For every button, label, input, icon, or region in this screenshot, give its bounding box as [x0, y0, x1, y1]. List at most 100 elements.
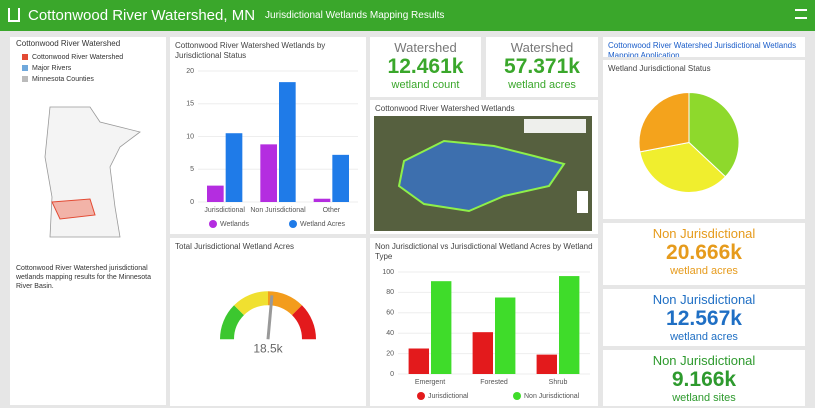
chart-panel: Total Jurisdictional Wetland Acres 18.5k	[170, 238, 366, 406]
indicator-value: 57.371k	[486, 55, 598, 79]
logo	[8, 8, 20, 22]
bar	[473, 332, 493, 374]
y-tick-label: 0	[190, 199, 194, 206]
chart	[603, 76, 805, 209]
legend-item: Cottonwood River Watershed	[16, 52, 160, 63]
legend: Cottonwood River Watershed Major Rivers Mi…	[10, 50, 166, 87]
legend-swatch	[22, 65, 28, 71]
chart-panel: Non Jurisdictional vs Jurisdictional Wet…	[370, 238, 598, 406]
app-link[interactable]: Cottonwood River Watershed Jurisdictiona…	[608, 41, 796, 57]
indicator-value: 20.666k	[603, 241, 805, 265]
watershed-outline	[52, 199, 95, 219]
y-tick-label: 5	[190, 166, 194, 173]
x-tick-label: Shrub	[549, 379, 568, 386]
menu-button[interactable]	[795, 9, 807, 19]
map-toolbar[interactable]	[524, 119, 586, 133]
indicator-value: 12.461k	[370, 55, 481, 79]
indicator-caption: wetland acres	[603, 331, 805, 343]
y-tick-label: 15	[186, 101, 194, 108]
legend-marker	[289, 220, 297, 228]
legend-marker	[417, 392, 425, 400]
chart-title: Total Jurisdictional Wetland Acres	[170, 238, 366, 254]
indicator-caption: wetland count	[370, 79, 481, 91]
indicator-title: Watershed	[370, 40, 481, 55]
legend-swatch	[22, 76, 28, 82]
bar	[260, 144, 277, 202]
chart: 0 20 40 60 80 100 Emergent Forested Shrub Jurisdi…	[370, 264, 598, 406]
page: Dashboard body { margin: 0; width: 815px…	[0, 0, 815, 408]
zoom-control[interactable]	[577, 191, 588, 213]
x-tick-label: Non Jurisdictional	[250, 207, 306, 214]
map-panel: Cottonwood River Watershed Wetlands	[370, 100, 598, 234]
indicator-title: Non Jurisdictional	[603, 226, 805, 241]
header-subtitle: Jurisdictional Wetlands Mapping Results	[265, 10, 444, 21]
chart: 18.5k	[170, 254, 366, 396]
y-tick-label: 60	[386, 310, 394, 317]
map-title: Cottonwood River Watershed Wetlands	[370, 100, 598, 116]
header: Cottonwood River Watershed, MN Jurisdict…	[0, 0, 815, 31]
y-tick-label: 80	[386, 289, 394, 296]
sidebar-description: Cottonwood River Watershed jurisdictiona…	[10, 262, 166, 293]
legend-label: Non Jurisdictional	[524, 393, 580, 400]
bar	[279, 82, 296, 202]
legend-label: Jurisdictional	[428, 393, 469, 400]
legend-label: Minnesota Counties	[32, 76, 94, 83]
y-tick-label: 0	[390, 371, 394, 378]
bar	[226, 133, 243, 202]
legend-label: Wetland Acres	[300, 221, 346, 228]
indicator-title: Watershed	[486, 40, 598, 55]
indicator-caption: wetland sites	[603, 392, 805, 404]
indicator-value: 12.567k	[603, 307, 805, 331]
indicator-value: 9.166k	[603, 368, 805, 392]
legend-marker	[513, 392, 521, 400]
bar	[332, 155, 349, 202]
bar	[537, 355, 557, 374]
y-tick-label: 40	[386, 330, 394, 337]
sidebar-title: Cottonwood River Watershed	[10, 37, 166, 50]
x-tick-label: Forested	[480, 379, 508, 386]
state-map	[10, 87, 166, 257]
legend-label: Cottonwood River Watershed	[32, 54, 123, 61]
legend-marker	[209, 220, 217, 228]
x-tick-label: Jurisdictional	[204, 207, 245, 214]
y-tick-label: 20	[386, 350, 394, 357]
indicator: Non Jurisdictional9.166kwetland sites	[603, 350, 805, 406]
legend-item: Minnesota Counties	[16, 74, 160, 85]
bar	[409, 349, 429, 375]
chart-title: Non Jurisdictional vs Jurisdictional Wet…	[370, 238, 598, 264]
pie-slice	[639, 93, 689, 152]
x-tick-label: Other	[323, 207, 341, 214]
legend-swatch	[22, 54, 28, 60]
legend-item: Major Rivers	[16, 63, 160, 74]
y-tick-label: 20	[186, 68, 194, 75]
link-panel: Cottonwood River Watershed Jurisdictiona…	[603, 37, 805, 57]
y-tick-label: 100	[382, 269, 394, 276]
x-tick-label: Emergent	[415, 379, 445, 386]
y-tick-label: 10	[186, 133, 194, 140]
indicator-caption: wetland acres	[603, 265, 805, 277]
header-title: Cottonwood River Watershed, MN	[28, 7, 255, 24]
chart-panel: Wetland Jurisdictional Status	[603, 60, 805, 219]
bar	[314, 199, 331, 202]
sidebar: Cottonwood River Watershed Cottonwood Ri…	[10, 37, 166, 405]
bar	[559, 276, 579, 374]
dashboard: {"header": {"title": "Cottonwood River W…	[0, 0, 815, 408]
map	[374, 116, 592, 231]
bar	[431, 281, 451, 374]
gauge-value: 18.5k	[253, 341, 283, 355]
bar	[207, 186, 224, 202]
chart: 0 5 10 15 20 Jurisdictional Non Jurisdictional…	[170, 63, 366, 234]
indicator-caption: wetland acres	[486, 79, 598, 91]
indicator-title: Non Jurisdictional	[603, 292, 805, 307]
chart-title: Wetland Jurisdictional Status	[603, 60, 805, 76]
indicator-title: Non Jurisdictional	[603, 353, 805, 368]
chart-panel: Cottonwood River Watershed Wetlands by J…	[170, 37, 366, 234]
legend-label: Wetlands	[220, 221, 250, 228]
chart-title: Cottonwood River Watershed Wetlands by J…	[170, 37, 366, 63]
bar	[495, 298, 515, 375]
legend-label: Major Rivers	[32, 65, 71, 72]
